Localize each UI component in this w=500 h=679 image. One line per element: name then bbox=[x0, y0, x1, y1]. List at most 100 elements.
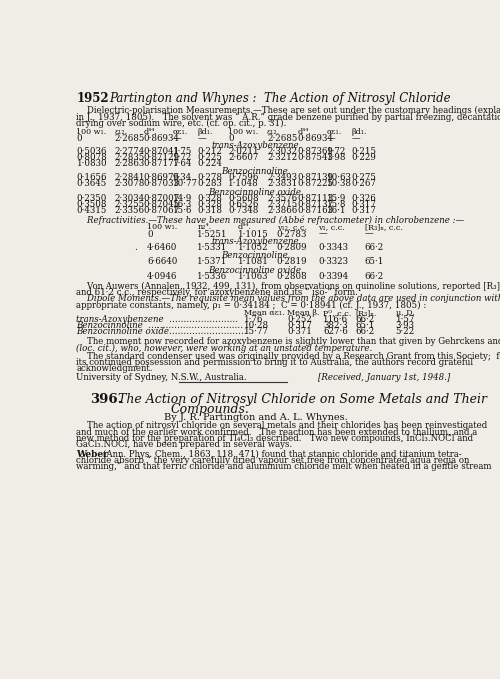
Text: 1·57: 1·57 bbox=[396, 315, 415, 324]
Text: Partington and Whynes :  The Action of Nitrosyl Chloride: Partington and Whynes : The Action of Ni… bbox=[109, 92, 450, 105]
Text: 0·3343: 0·3343 bbox=[318, 242, 348, 252]
Text: 1·1015: 1·1015 bbox=[238, 230, 269, 238]
Text: 0·224: 0·224 bbox=[198, 159, 222, 168]
Text: The action of nitrosyl chloride on several metals and their chlorides has been r: The action of nitrosyl chloride on sever… bbox=[76, 422, 488, 430]
Text: 2·2685: 2·2685 bbox=[267, 134, 298, 143]
Text: 0·86934: 0·86934 bbox=[298, 134, 333, 143]
Text: 1·0830: 1·0830 bbox=[76, 159, 107, 168]
Text: 16·1: 16·1 bbox=[327, 206, 346, 215]
Text: —: — bbox=[198, 134, 206, 143]
Text: Refractivities.—These have been measured (Abbé refractometer) in chlorobenzene :: Refractivities.—These have been measured… bbox=[76, 216, 464, 225]
Text: 396.: 396. bbox=[90, 393, 123, 406]
Text: chloride absorb “ the very carefully dried vapour set free from concentrated aqu: chloride absorb “ the very carefully dri… bbox=[76, 456, 470, 465]
Text: Compounds.: Compounds. bbox=[171, 403, 250, 416]
Text: 0·318: 0·318 bbox=[198, 206, 222, 215]
Text: 0·371: 0·371 bbox=[287, 327, 312, 336]
Text: 1·5251: 1·5251 bbox=[198, 230, 228, 238]
Text: warming,” and that ferric chloride and aluminium chloride melt when heated in a : warming,” and that ferric chloride and a… bbox=[76, 462, 492, 471]
Text: 10·77: 10·77 bbox=[173, 179, 198, 189]
Text: 627·6: 627·6 bbox=[323, 327, 347, 336]
Text: new method for the preparation of Tl₄Cl₃ described.   Two new compounds, InCl₃.N: new method for the preparation of Tl₄Cl₃… bbox=[76, 434, 473, 443]
Text: 16·3: 16·3 bbox=[173, 200, 192, 209]
Text: 0·87225: 0·87225 bbox=[298, 179, 334, 189]
Text: trans-Azoxybenzene.: trans-Azoxybenzene. bbox=[211, 236, 302, 246]
Text: Von Auwers (Annalen, 1932, 499, 131), from observations on quinoline solutions, : Von Auwers (Annalen, 1932, 499, 131), fr… bbox=[76, 282, 500, 291]
Text: 15·9: 15·9 bbox=[327, 194, 346, 203]
Text: 2·2685: 2·2685 bbox=[115, 134, 145, 143]
Text: Dielectric-polarisation Measurements.—These are set out under the customary head: Dielectric-polarisation Measurements.—Th… bbox=[76, 106, 500, 115]
Text: [Received, January 1st, 1948.]: [Received, January 1st, 1948.] bbox=[318, 373, 450, 382]
Text: 100 w₁.: 100 w₁. bbox=[228, 128, 258, 136]
Text: 10·28: 10·28 bbox=[244, 321, 269, 330]
Text: 1·72: 1·72 bbox=[173, 153, 193, 162]
Text: 0·86934: 0·86934 bbox=[144, 134, 180, 143]
Text: 0·229: 0·229 bbox=[351, 153, 376, 162]
Text: βd₁.: βd₁. bbox=[198, 128, 213, 136]
Text: 2·3831: 2·3831 bbox=[267, 179, 298, 189]
Text: 0·225: 0·225 bbox=[198, 153, 222, 162]
Text: 66·2: 66·2 bbox=[365, 272, 384, 281]
Text: 0·87177: 0·87177 bbox=[144, 159, 180, 168]
Text: 0·3323: 0·3323 bbox=[318, 257, 348, 266]
Text: Mean β.: Mean β. bbox=[287, 309, 320, 317]
Text: Benzocinnoline.: Benzocinnoline. bbox=[222, 251, 291, 260]
Text: 1·75: 1·75 bbox=[173, 147, 193, 156]
Text: Benzocinnoline.: Benzocinnoline. bbox=[222, 167, 291, 177]
Text: 2·3212: 2·3212 bbox=[267, 153, 298, 162]
Text: Mean αε₁.: Mean αε₁. bbox=[244, 309, 284, 317]
Text: —: — bbox=[327, 134, 336, 143]
Text: The moment now recorded for azoxybenzene is slightly lower than that given by Ge: The moment now recorded for azoxybenzene… bbox=[76, 337, 500, 346]
Text: 2·2774: 2·2774 bbox=[115, 147, 145, 156]
Text: [R₃]ₙ, c.c.: [R₃]ₙ, c.c. bbox=[365, 223, 403, 232]
Text: αε₁.: αε₁. bbox=[173, 128, 188, 136]
Text: d⁴⁴.: d⁴⁴. bbox=[238, 223, 252, 232]
Text: Benzocinnoline oxide.: Benzocinnoline oxide. bbox=[208, 265, 304, 275]
Text: 2·3715: 2·3715 bbox=[267, 200, 298, 209]
Text: (Ann. Phys. Chem., 1863, 118, 471) found that stannic chloride and titanium tetr: (Ann. Phys. Chem., 1863, 118, 471) found… bbox=[103, 450, 462, 459]
Text: 2·3576: 2·3576 bbox=[267, 194, 297, 203]
Text: 1952: 1952 bbox=[76, 92, 109, 105]
Text: 0·283: 0·283 bbox=[198, 179, 222, 189]
Text: 0·1656: 0·1656 bbox=[76, 173, 107, 183]
Text: 9·34: 9·34 bbox=[173, 173, 192, 183]
Text: 0: 0 bbox=[228, 134, 234, 143]
Text: [R₃]ₙ.: [R₃]ₙ. bbox=[356, 309, 377, 317]
Text: 382·3: 382·3 bbox=[323, 321, 347, 330]
Text: 1·98: 1·98 bbox=[327, 153, 346, 162]
Text: 0·87067: 0·87067 bbox=[144, 206, 180, 215]
Text: Benzocinnoline oxide.: Benzocinnoline oxide. bbox=[208, 187, 304, 197]
Text: 100 w₁.: 100 w₁. bbox=[147, 223, 177, 232]
Text: 0·212: 0·212 bbox=[198, 147, 222, 156]
Text: 0·317: 0·317 bbox=[351, 206, 376, 215]
Text: 0·87137: 0·87137 bbox=[298, 200, 334, 209]
Text: 1·72: 1·72 bbox=[327, 147, 346, 156]
Text: The standard condenser used was originally provided by a Research Grant from thi: The standard condenser used was original… bbox=[76, 352, 500, 361]
Text: 0: 0 bbox=[147, 230, 152, 238]
Text: 1·1052: 1·1052 bbox=[238, 242, 268, 252]
Text: 2·2835: 2·2835 bbox=[115, 153, 145, 162]
Text: 1·1048: 1·1048 bbox=[228, 179, 259, 189]
Text: trans-Azoxybenzene.: trans-Azoxybenzene. bbox=[211, 141, 302, 150]
Text: 0·5036: 0·5036 bbox=[76, 147, 107, 156]
Text: 15·8: 15·8 bbox=[327, 200, 346, 209]
Text: The Action of Nitrosyl Chloride on Some Metals and Their: The Action of Nitrosyl Chloride on Some … bbox=[118, 393, 488, 406]
Text: d⁴⁴.: d⁴⁴. bbox=[144, 128, 158, 136]
Text: 2·3078: 2·3078 bbox=[115, 179, 145, 189]
Text: 0·6526: 0·6526 bbox=[228, 200, 258, 209]
Text: drying over sodium wire, etc. (cf. op. cit., p. 31).: drying over sodium wire, etc. (cf. op. c… bbox=[76, 118, 287, 128]
Text: 0·87369: 0·87369 bbox=[298, 147, 333, 156]
Text: 0·326: 0·326 bbox=[351, 194, 376, 203]
Text: 0·278: 0·278 bbox=[198, 173, 222, 183]
Text: 3·93: 3·93 bbox=[396, 321, 415, 330]
Text: 0·87163: 0·87163 bbox=[298, 206, 334, 215]
Text: 1·5331: 1·5331 bbox=[198, 242, 228, 252]
Text: 0·215: 0·215 bbox=[351, 147, 376, 156]
Text: 15·6: 15·6 bbox=[173, 206, 193, 215]
Text: 2·3866: 2·3866 bbox=[267, 206, 298, 215]
Text: University of Sydney, N.S.W., Australia.: University of Sydney, N.S.W., Australia. bbox=[76, 373, 247, 382]
Text: 0·8078: 0·8078 bbox=[76, 153, 107, 162]
Text: 0·317: 0·317 bbox=[351, 200, 376, 209]
Text: 65·1: 65·1 bbox=[365, 257, 384, 266]
Text: 6·6640: 6·6640 bbox=[147, 257, 178, 266]
Text: 2·6607: 2·6607 bbox=[228, 153, 258, 162]
